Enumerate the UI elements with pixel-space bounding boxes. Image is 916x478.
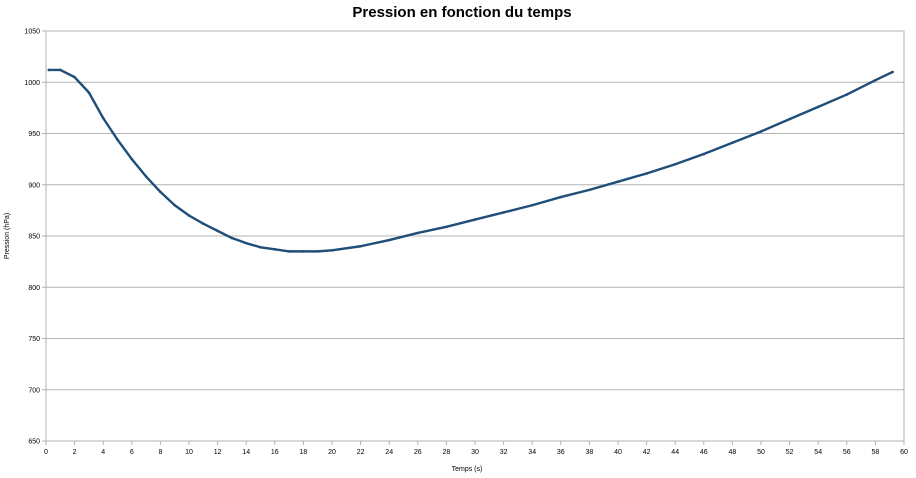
data-point [673, 162, 677, 166]
y-tick-label: 800 [28, 285, 40, 292]
data-point [130, 157, 134, 161]
data-point [230, 236, 234, 240]
data-point [187, 214, 191, 217]
x-tick-label: 24 [385, 449, 393, 456]
data-point [259, 245, 262, 249]
x-tick-label: 40 [614, 449, 622, 456]
x-tick-label: 28 [443, 449, 451, 456]
x-tick-label: 38 [586, 449, 594, 456]
data-point [87, 91, 91, 94]
data-point [73, 75, 76, 79]
x-tick-label: 12 [214, 449, 222, 456]
data-point [173, 203, 176, 207]
x-tick-label: 48 [729, 449, 737, 456]
x-tick-label: 50 [757, 449, 765, 456]
data-point [273, 248, 277, 251]
data-point [359, 244, 362, 248]
data-point [101, 116, 105, 120]
x-tick-label: 36 [557, 449, 565, 456]
x-tick-label: 46 [700, 449, 708, 456]
y-tick-label: 1050 [24, 29, 40, 36]
data-point [845, 93, 849, 96]
data-point [159, 190, 162, 194]
data-point [874, 78, 877, 82]
y-tick-label: 900 [28, 182, 40, 189]
x-tick-label: 6 [130, 449, 134, 456]
data-point [59, 68, 62, 72]
y-tick-label: 750 [28, 336, 40, 343]
data-point [387, 238, 391, 242]
data-point [559, 195, 563, 199]
x-tick-label: 56 [843, 449, 851, 456]
data-point [316, 250, 320, 253]
x-tick-label: 34 [528, 449, 536, 456]
y-tick-label: 950 [28, 131, 40, 138]
x-tick-label: 18 [300, 449, 308, 456]
x-tick-label: 60 [900, 449, 908, 456]
x-tick-label: 4 [101, 449, 105, 456]
data-point [302, 250, 305, 253]
data-point [788, 117, 791, 121]
x-tick-label: 30 [471, 449, 479, 456]
x-tick-label: 26 [414, 449, 422, 456]
series-line [47, 68, 894, 253]
data-point [116, 138, 119, 141]
x-tick-label: 14 [242, 449, 250, 456]
y-tick-label: 850 [28, 234, 40, 241]
x-tick-label: 16 [271, 449, 279, 456]
data-point [216, 229, 219, 233]
y-tick-label: 700 [28, 387, 40, 394]
x-tick-label: 0 [44, 449, 48, 456]
x-axis-label: Temps (s) [452, 466, 483, 473]
data-point [759, 130, 763, 133]
data-point [731, 141, 734, 145]
data-point [502, 211, 505, 214]
axes [42, 30, 905, 445]
data-point [330, 249, 334, 252]
data-point [202, 222, 205, 225]
chart-title: Pression en fonction du temps [352, 4, 571, 21]
y-tick-labels: 650 700 750 800 850 900 950 1000 1050 [24, 29, 40, 446]
data-point [588, 188, 591, 192]
x-tick-label: 44 [671, 449, 679, 456]
y-axis-label: Pression (hPa) [4, 213, 11, 259]
gridlines [46, 30, 904, 442]
data-point [287, 250, 291, 253]
data-point [416, 231, 420, 235]
data-point [473, 218, 477, 221]
x-tick-label: 54 [814, 449, 822, 456]
x-tick-label: 8 [158, 449, 162, 456]
x-tick-label: 32 [500, 449, 508, 456]
y-tick-label: 650 [28, 439, 40, 446]
data-point [702, 152, 706, 156]
y-tick-label: 1000 [24, 80, 40, 87]
data-point [530, 203, 534, 207]
x-tick-label: 52 [786, 449, 794, 456]
x-tick-label: 58 [872, 449, 880, 456]
data-point [445, 225, 448, 229]
data-point [244, 241, 248, 245]
data-point [645, 172, 648, 175]
x-tick-label: 10 [185, 449, 193, 456]
data-point [816, 105, 820, 109]
data-point [47, 68, 51, 72]
x-tick-label: 42 [643, 449, 651, 456]
x-tick-label: 22 [357, 449, 365, 456]
x-tick-label: 2 [73, 449, 77, 456]
x-tick-labels: 0 2 4 6 8 10 12 14 16 18 20 22 24 26 28 30 32 34 36 38 40 42 4… [44, 449, 908, 456]
x-tick-label: 20 [328, 449, 336, 456]
data-point [891, 70, 894, 74]
data-point [144, 175, 148, 178]
series-lines [47, 68, 894, 253]
data-point [616, 180, 620, 183]
